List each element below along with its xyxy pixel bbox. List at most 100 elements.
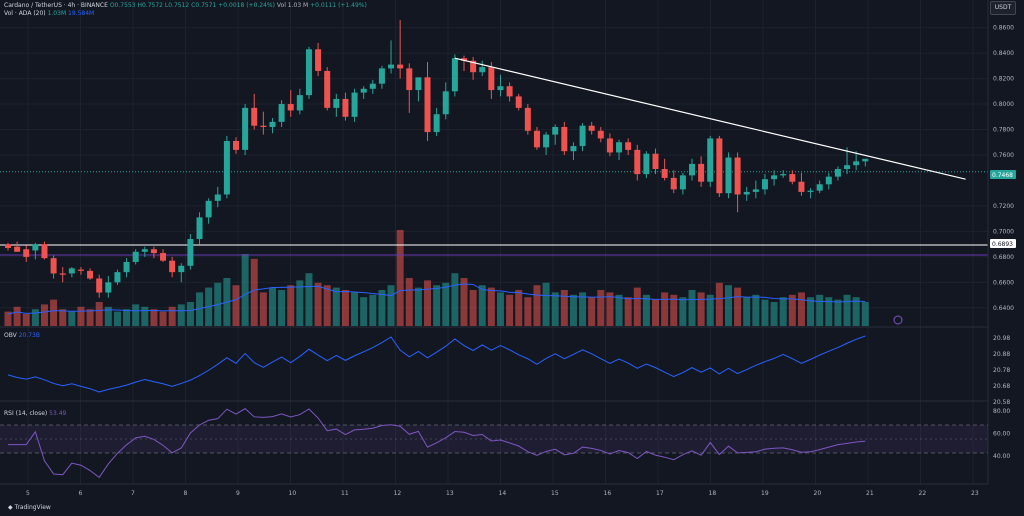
candle xyxy=(14,241,21,252)
volume-bar xyxy=(4,311,12,326)
candle xyxy=(68,267,75,278)
rsi-legend[interactable]: RSI (14, close) 53.49 xyxy=(4,410,66,417)
candle xyxy=(433,107,440,136)
candle xyxy=(333,93,340,117)
candle xyxy=(789,170,796,185)
candle-body xyxy=(333,98,340,108)
alert-badge-icon[interactable] xyxy=(893,315,903,325)
candle-body xyxy=(14,246,21,252)
candle xyxy=(123,258,130,278)
symbol-title[interactable]: Cardano / TetherUS · 4h · BINANCE xyxy=(4,2,108,9)
symbol-header[interactable]: Cardano / TetherUS · 4h · BINANCE O0.755… xyxy=(4,2,367,9)
candle-body xyxy=(771,175,778,180)
grid-lines xyxy=(0,0,988,484)
candle xyxy=(816,180,823,194)
candle xyxy=(59,267,66,283)
volume-bar xyxy=(104,306,112,326)
volume-bar xyxy=(807,297,815,326)
candle xyxy=(761,174,768,195)
obv-label: OBV xyxy=(4,332,17,339)
candle-body xyxy=(187,239,194,266)
candle xyxy=(506,82,513,102)
candle-body xyxy=(780,174,787,176)
time-tick-label: 7 xyxy=(131,490,135,497)
candle-body xyxy=(150,249,157,254)
volume-bar xyxy=(31,309,39,326)
candle-body xyxy=(597,130,604,139)
candle-body xyxy=(214,194,221,201)
volume-bar xyxy=(752,294,760,326)
volume-bar xyxy=(779,297,787,326)
trendline[interactable] xyxy=(454,57,966,180)
volume-bar xyxy=(405,278,413,326)
price-axis[interactable]: 0.8600 0.8400 0.8200 0.8000 0.7800 0.7600 0.72… xyxy=(993,25,1014,312)
volume-bar xyxy=(287,285,295,326)
candle-body xyxy=(679,175,686,190)
volume-bar xyxy=(186,302,194,326)
level-price-tag: 0.6893 xyxy=(992,241,1013,248)
candle xyxy=(132,249,139,265)
volume-header: Vol 1.03 M xyxy=(276,2,309,9)
candle xyxy=(351,88,358,122)
volume-bar xyxy=(314,282,322,326)
candle-body xyxy=(561,126,568,152)
candle-body xyxy=(543,134,550,148)
time-tick-label: 10 xyxy=(289,490,297,497)
candle xyxy=(378,65,385,89)
volume-bar xyxy=(697,292,705,326)
volume-bar xyxy=(232,285,240,326)
candle xyxy=(844,147,851,175)
volume-bar xyxy=(706,294,714,326)
candle xyxy=(242,104,249,155)
candle-body xyxy=(141,249,148,252)
candle-body xyxy=(661,169,668,178)
candle xyxy=(406,63,413,113)
candle-body xyxy=(23,249,30,257)
volume-bar xyxy=(661,292,669,326)
volume-bar xyxy=(86,309,94,326)
volume-bar xyxy=(141,306,149,326)
candle xyxy=(552,124,559,145)
candle xyxy=(698,156,705,187)
volume-bar xyxy=(724,285,732,326)
volume-bar xyxy=(579,292,587,326)
candle xyxy=(853,151,860,171)
time-tick-label: 12 xyxy=(394,490,402,497)
candle-body xyxy=(269,121,276,127)
volume-bar xyxy=(588,297,596,326)
volume-bar xyxy=(451,273,459,326)
time-tick-label: 9 xyxy=(236,490,240,497)
volume-bar xyxy=(150,309,158,326)
volume-bar xyxy=(68,311,76,326)
candle xyxy=(461,55,467,71)
candle xyxy=(606,133,613,157)
volume-bar xyxy=(597,290,605,326)
obv-legend[interactable]: OBV 20.73B xyxy=(4,332,40,339)
candle xyxy=(543,132,550,155)
candle xyxy=(32,242,39,260)
candle xyxy=(196,212,203,245)
volume-bar xyxy=(360,297,368,326)
time-tick-label: 17 xyxy=(656,490,664,497)
rsi-band xyxy=(0,425,988,453)
volume-bar xyxy=(387,285,395,326)
volume-bar xyxy=(606,292,614,326)
candle-body xyxy=(96,278,103,293)
candle xyxy=(342,92,349,121)
candle xyxy=(679,172,686,195)
volume-bar xyxy=(825,297,833,326)
volume-bar xyxy=(241,254,249,326)
volume-bar xyxy=(159,311,167,326)
volume-legend[interactable]: Vol · ADA (20) 1.03M 19.584M xyxy=(4,10,94,17)
time-axis[interactable]: 5 6 7 8 9 10 11 12 13 14 15 16 17 18 19 20 21 22 23 xyxy=(26,490,979,497)
volume-bar xyxy=(834,299,842,326)
candle-body xyxy=(296,95,303,111)
price-tick-label: 0.7800 xyxy=(993,127,1014,134)
currency-button[interactable]: USDT xyxy=(990,1,1016,15)
candle-body xyxy=(552,126,559,135)
candle-body xyxy=(451,58,458,92)
tradingview-logo[interactable]: ◆ TradingView xyxy=(8,504,51,511)
candle-body xyxy=(196,217,203,240)
candle-body xyxy=(670,177,677,190)
